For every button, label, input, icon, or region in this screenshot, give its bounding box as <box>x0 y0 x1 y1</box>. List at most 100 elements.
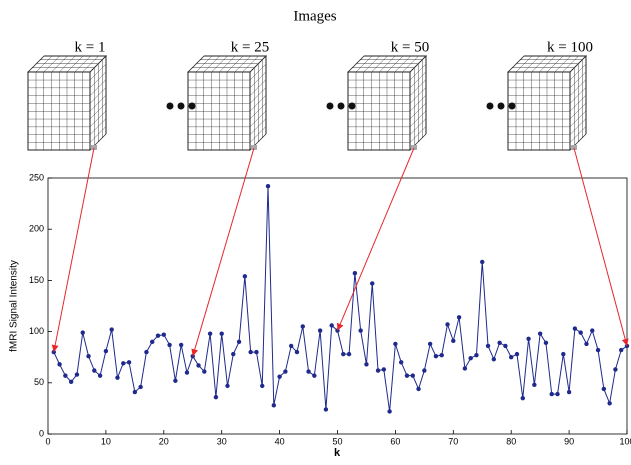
y-tick-label: 150 <box>29 275 44 285</box>
x-axis-label: k <box>334 447 341 459</box>
data-point <box>161 332 166 337</box>
x-tick-label: 50 <box>332 436 342 446</box>
data-point <box>566 389 572 395</box>
data-point <box>439 352 444 358</box>
data-point <box>595 347 601 353</box>
image-cube <box>187 55 267 151</box>
data-point <box>526 336 531 341</box>
data-point <box>520 395 525 401</box>
data-point <box>138 384 143 390</box>
data-point <box>543 340 549 346</box>
data-point <box>103 348 109 354</box>
data-point <box>207 331 213 336</box>
plot-frame <box>47 177 628 435</box>
x-tick-label: 80 <box>506 436 516 446</box>
data-point <box>242 274 248 279</box>
data-point <box>173 378 178 383</box>
data-point <box>126 360 132 365</box>
data-point <box>491 357 497 362</box>
image-cube <box>507 55 587 151</box>
data-point <box>202 369 207 374</box>
data-point <box>97 373 103 378</box>
data-point <box>346 351 352 357</box>
arrow <box>191 147 255 357</box>
data-point <box>92 368 97 373</box>
data-point <box>150 339 155 345</box>
panel-label: k = 25 <box>231 39 269 55</box>
panel-label: k = 50 <box>391 39 429 55</box>
data-point <box>231 351 236 357</box>
y-tick-label: 50 <box>34 377 44 387</box>
data-point <box>329 323 334 328</box>
data-point <box>561 351 566 357</box>
x-tick-label: 20 <box>159 436 169 446</box>
data-point <box>497 340 502 346</box>
y-tick-label: 100 <box>29 326 44 336</box>
arrow <box>51 147 95 353</box>
data-point <box>63 373 68 378</box>
data-point <box>572 326 578 331</box>
data-point <box>485 343 491 349</box>
data-point <box>144 349 149 355</box>
data-point <box>532 382 537 388</box>
x-tick-label: 10 <box>101 436 111 446</box>
data-point <box>277 374 282 379</box>
x-tick-label: 40 <box>275 436 285 446</box>
ellipsis <box>166 102 516 110</box>
data-point <box>306 369 311 374</box>
data-point <box>601 386 607 392</box>
data-point <box>410 373 415 378</box>
y-tick-label: 0 <box>39 428 44 438</box>
data-point <box>619 347 624 353</box>
image-cube <box>347 55 427 151</box>
data-point <box>74 372 80 377</box>
data-point <box>468 356 473 361</box>
data-point <box>236 339 242 345</box>
data-point <box>549 391 554 397</box>
data-point <box>451 338 456 344</box>
data-point <box>184 370 190 375</box>
x-tick-label: 90 <box>564 436 574 446</box>
data-point <box>225 383 230 389</box>
data-point <box>317 328 323 333</box>
data-point <box>381 367 387 372</box>
data-point <box>109 327 114 332</box>
data-point <box>132 389 138 395</box>
data-point <box>375 368 381 373</box>
y-tick-label: 250 <box>29 172 44 182</box>
panel-label: k = 1 <box>75 39 106 55</box>
data-point <box>578 330 583 335</box>
data-point <box>422 368 427 373</box>
data-point <box>57 362 62 367</box>
x-tick-label: 60 <box>390 436 400 446</box>
arrow <box>573 147 629 347</box>
data-point <box>323 407 329 412</box>
data-point <box>358 328 363 333</box>
y-axis-label: fMRI Signal Intensity <box>9 260 20 352</box>
data-point <box>300 324 305 329</box>
data-point <box>433 353 439 359</box>
data-point <box>167 342 172 348</box>
data-point <box>68 379 74 384</box>
data-point <box>219 331 224 336</box>
data-point <box>590 328 595 333</box>
data-point <box>248 349 253 355</box>
data-point <box>427 341 433 347</box>
x-tick-label: 70 <box>448 436 458 446</box>
figure-title: Images <box>293 8 336 24</box>
data-point <box>456 315 462 320</box>
data-point <box>584 341 589 347</box>
image-cube <box>27 55 107 151</box>
data-point <box>352 271 358 276</box>
data-point <box>178 342 184 348</box>
data-point <box>607 401 612 406</box>
x-tick-label: 30 <box>217 436 227 446</box>
data-point <box>115 375 120 380</box>
data-point <box>445 322 450 327</box>
data-point <box>514 351 520 357</box>
data-point <box>387 409 392 414</box>
series-line <box>53 186 628 412</box>
data-point <box>370 281 375 286</box>
data-point <box>155 333 161 338</box>
data-point <box>288 343 294 349</box>
